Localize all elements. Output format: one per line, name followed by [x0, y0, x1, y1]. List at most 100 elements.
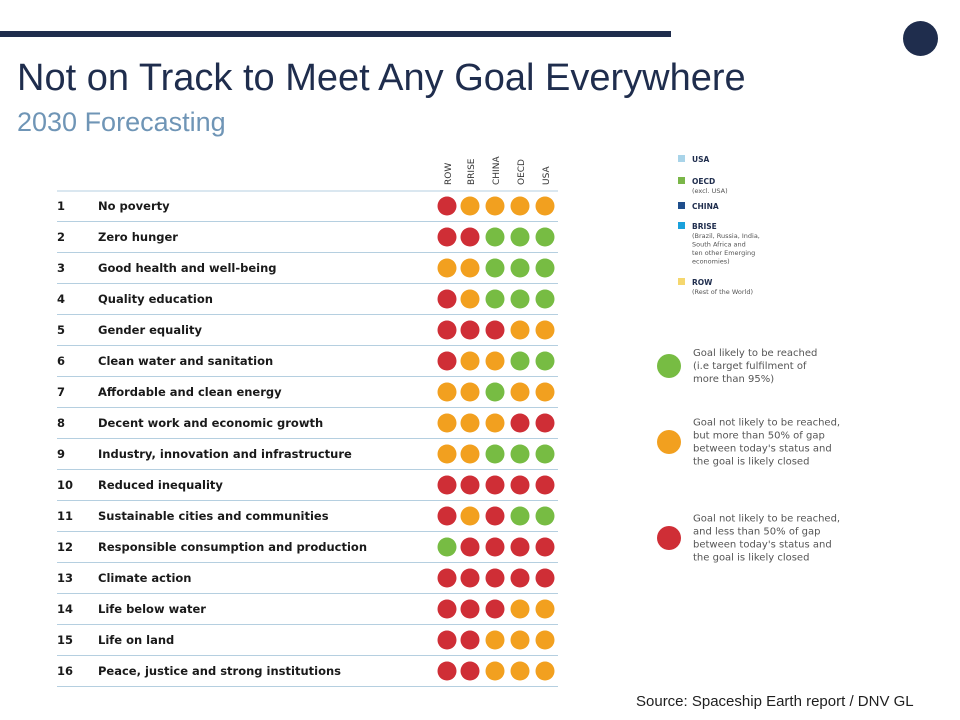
- status-dot-orange-brise: [460, 196, 480, 216]
- legend-swatch-china: [678, 202, 685, 209]
- status-dot-red-brise: [460, 630, 480, 650]
- status-dot-green-china: [485, 289, 505, 309]
- status-dot-orange-oecd: [510, 196, 530, 216]
- status-dot-red-brise: [460, 568, 480, 588]
- goal-number: 7: [57, 385, 65, 399]
- goal-number: 1: [57, 199, 65, 213]
- page-title: Not on Track to Meet Any Goal Everywhere: [17, 57, 746, 99]
- status-dot-orange-oecd: [510, 661, 530, 681]
- goal-number: 11: [57, 509, 73, 523]
- legend-detail: South Africa and: [692, 241, 746, 249]
- status-dot-orange-row: [437, 258, 457, 278]
- goal-number: 6: [57, 354, 65, 368]
- goal-number: 16: [57, 664, 73, 678]
- status-dot-red-row: [437, 630, 457, 650]
- status-dot-orange-oecd: [510, 382, 530, 402]
- corner-dot-decoration: [903, 21, 938, 56]
- goal-number: 12: [57, 540, 73, 554]
- status-dot-red-usa: [535, 475, 555, 495]
- goal-label: Decent work and economic growth: [98, 416, 323, 430]
- source-citation: Source: Spaceship Earth report / DNV GL: [636, 693, 914, 710]
- status-dot-red-brise: [460, 320, 480, 340]
- status-dot-orange-brise: [460, 413, 480, 433]
- goal-label: Climate action: [98, 571, 191, 585]
- goal-number: 5: [57, 323, 65, 337]
- column-header-row: ROW: [444, 163, 454, 185]
- goal-label: Good health and well-being: [98, 261, 277, 275]
- status-dot-green-china: [485, 444, 505, 464]
- status-dot-red-oecd: [510, 475, 530, 495]
- status-dot-red-china: [485, 568, 505, 588]
- status-dot-green-china: [485, 227, 505, 247]
- status-dot-green-oecd: [510, 444, 530, 464]
- status-dot-orange-oecd: [510, 630, 530, 650]
- column-header-china: CHINA: [492, 156, 502, 185]
- goal-number: 8: [57, 416, 65, 430]
- column-header-usa: USA: [542, 166, 552, 185]
- goal-label: Industry, innovation and infrastructure: [98, 447, 352, 461]
- legend-swatch-oecd: [678, 177, 685, 184]
- status-legend-text: Goal not likely to be reached,: [693, 514, 840, 525]
- legend-label-oecd: OECD: [692, 177, 715, 186]
- legend-label-brise: BRISE: [692, 222, 717, 231]
- status-dot-orange-usa: [535, 320, 555, 340]
- status-legend-text: (i.e target fulfilment of: [693, 361, 807, 372]
- page-subtitle: 2030 Forecasting: [17, 107, 226, 137]
- status-dot-orange-row: [437, 413, 457, 433]
- status-dot-red-row: [437, 320, 457, 340]
- status-dot-orange-brise: [460, 351, 480, 371]
- status-dot-red-usa: [535, 413, 555, 433]
- status-dot-orange-china: [485, 196, 505, 216]
- status-dot-red-row: [437, 227, 457, 247]
- status-dot-orange-oecd: [510, 599, 530, 619]
- legend-detail: (Rest of the World): [692, 288, 753, 296]
- status-dot-green-usa: [535, 289, 555, 309]
- goal-number: 10: [57, 478, 73, 492]
- goal-number: 14: [57, 602, 73, 616]
- status-dot-orange-china: [485, 351, 505, 371]
- status-dot-green-usa: [535, 444, 555, 464]
- status-dot-red-row: [437, 351, 457, 371]
- legend-detail: (Brazil, Russia, India,: [692, 232, 760, 240]
- status-legend-text: between today's status and: [693, 540, 832, 551]
- status-dot-red-oecd: [510, 537, 530, 557]
- status-dot-red-row: [437, 475, 457, 495]
- status-dot-red-brise: [460, 661, 480, 681]
- status-dot-orange-usa: [535, 661, 555, 681]
- status-dot-red-china: [485, 475, 505, 495]
- status-legend-text: the goal is likely closed: [693, 457, 809, 468]
- status-dot-orange-china: [485, 413, 505, 433]
- status-dot-green-usa: [535, 506, 555, 526]
- status-dot-red-china: [485, 506, 505, 526]
- status-legend-text: but more than 50% of gap: [693, 431, 825, 442]
- status-dot-green-china: [485, 382, 505, 402]
- legend-dot-orange: [657, 430, 681, 454]
- status-dot-red-china: [485, 599, 505, 619]
- status-dot-red-row: [437, 661, 457, 681]
- status-dot-orange-brise: [460, 258, 480, 278]
- status-dot-orange-oecd: [510, 320, 530, 340]
- goal-label: Life on land: [98, 633, 174, 647]
- status-dot-red-row: [437, 599, 457, 619]
- goal-number: 15: [57, 633, 73, 647]
- goal-label: Affordable and clean energy: [98, 385, 282, 399]
- status-dot-green-usa: [535, 258, 555, 278]
- status-dot-red-china: [485, 537, 505, 557]
- goal-label: Quality education: [98, 292, 213, 306]
- header-accent-bar: [0, 31, 671, 37]
- status-legend-text: Goal not likely to be reached,: [693, 418, 840, 429]
- status-dot-green-usa: [535, 227, 555, 247]
- status-dot-orange-brise: [460, 506, 480, 526]
- status-dot-red-brise: [460, 475, 480, 495]
- legend-swatch-usa: [678, 155, 685, 162]
- status-dot-orange-brise: [460, 289, 480, 309]
- status-dot-green-oecd: [510, 506, 530, 526]
- status-dot-orange-brise: [460, 382, 480, 402]
- status-dot-red-brise: [460, 537, 480, 557]
- goal-label: Sustainable cities and communities: [98, 509, 329, 523]
- status-legend-text: the goal is likely closed: [693, 553, 809, 564]
- goal-label: Reduced inequality: [98, 478, 223, 492]
- legend-swatch-brise: [678, 222, 685, 229]
- goal-label: Life below water: [98, 602, 206, 616]
- goal-number: 13: [57, 571, 73, 585]
